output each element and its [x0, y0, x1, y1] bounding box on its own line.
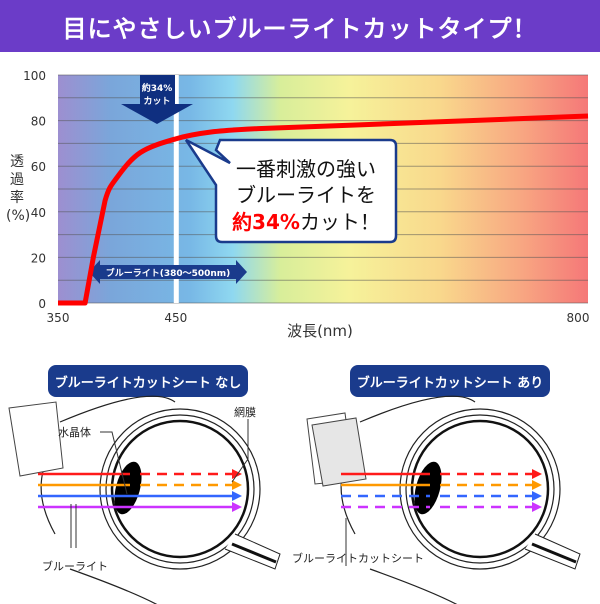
ray-arrowhead [532, 491, 542, 501]
transmission-curve [58, 113, 589, 306]
lens-label: 水晶体 [58, 426, 91, 439]
light-pointer [70, 504, 77, 548]
callout-line-1: 一番刺激の強い [236, 157, 376, 181]
eye-diagram-with-sheet [340, 395, 581, 604]
retina-label: 網膜 [234, 406, 256, 419]
x-tick-label: 350 [47, 311, 70, 325]
x-tick-label: 450 [164, 311, 187, 325]
ray-arrowhead [532, 502, 542, 512]
callout-line-3-red: 約34% [232, 210, 300, 234]
blue-light-range-arrow: ブルーライト(380〜500nm) [89, 260, 247, 284]
ray-arrowhead [232, 502, 242, 512]
range-label: ブルーライト(380〜500nm) [106, 267, 231, 279]
y-tick-label: 60 [31, 160, 46, 174]
svg-text:約34%カット！: 約34%カット！ [232, 210, 380, 234]
eye-diagrams [8, 395, 581, 604]
ray-arrowhead [232, 491, 242, 501]
without-sheet-title: ブルーライトカットシート なし [48, 365, 248, 397]
x-tick-label: 800 [567, 311, 590, 325]
cut-arrow: 約34% カット [121, 75, 193, 124]
x-axis-label: 波長(nm) [287, 322, 353, 340]
transmission-chart: 0 20 40 60 80 100 350 450 800 約34% カット ブルーライト(38… [6, 69, 590, 340]
retina-pointer [231, 419, 249, 483]
sheet-label: ブルーライトカットシート [292, 552, 424, 565]
callout-bubble: 一番刺激の強い ブルーライトを 約34%カット！ [184, 138, 398, 244]
blue-cut-sheet [311, 417, 367, 487]
y-tick-label: 80 [31, 115, 46, 129]
callout-line-3-rest: カット！ [300, 210, 380, 234]
y-tick-label: 40 [31, 206, 46, 220]
marker-450-line [173, 75, 179, 303]
callout-line-2: ブルーライトを [236, 183, 376, 207]
cut-arrow-label-1: 約34% [142, 82, 173, 94]
with-sheet-title: ブルーライトカットシート あり [350, 365, 550, 397]
y-tick-label: 20 [31, 251, 46, 265]
y-tick-label: 0 [38, 297, 46, 311]
blue-light-label: ブルーライト [42, 560, 108, 573]
cut-arrow-label-2: カット [143, 96, 170, 107]
lens-pointer [100, 431, 128, 495]
y-tick-label: 100 [23, 69, 46, 83]
ray-arrowhead [232, 480, 242, 490]
title-banner: 目にやさしいブルーライトカットタイプ！ [0, 0, 600, 52]
y-axis-label: 透過率(%) [6, 154, 30, 224]
ray-arrowhead [532, 469, 542, 479]
screen-left [8, 401, 64, 477]
ray-arrowhead [532, 480, 542, 490]
